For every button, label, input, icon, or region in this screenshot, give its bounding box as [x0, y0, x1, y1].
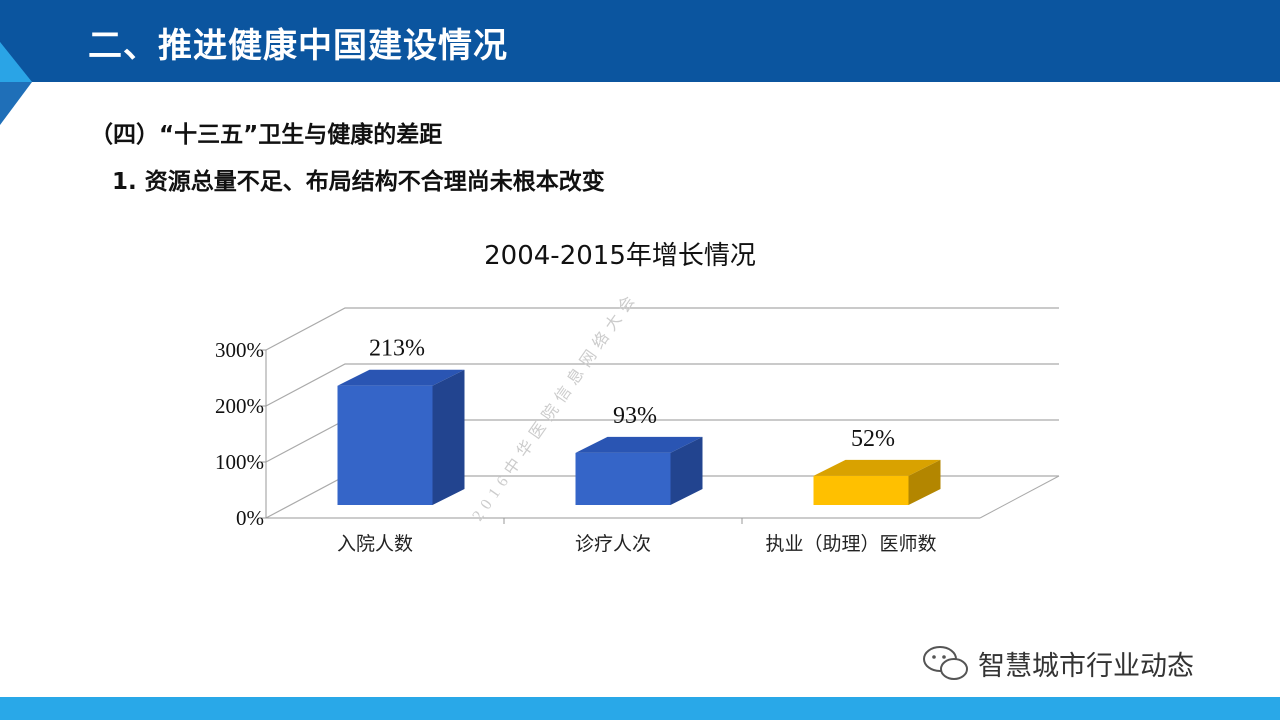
- gridline: [265, 363, 1059, 407]
- data-label: 52%: [851, 426, 895, 452]
- bar-side: [670, 436, 703, 505]
- wechat-icon: [923, 646, 968, 680]
- bar-side: [432, 369, 465, 505]
- bar-top: [813, 459, 941, 476]
- bar: [337, 385, 433, 505]
- brand-name: 智慧城市行业动态: [978, 650, 1194, 682]
- chart-title: 2004-2015年增长情况: [484, 241, 756, 271]
- page-title: 二、推进健康中国建设情况: [88, 26, 508, 66]
- y-tick-label: 100%: [215, 450, 264, 474]
- bar-side: [908, 459, 941, 505]
- x-tick-label: 执业（助理）医师数: [765, 533, 936, 555]
- footer-brand: 智慧城市行业动态: [920, 643, 1194, 683]
- y-tick-label: 300%: [215, 338, 264, 362]
- header-decoration: [0, 42, 32, 125]
- bar: [575, 452, 671, 505]
- footer-bar: [0, 697, 1280, 720]
- bar-top: [337, 369, 465, 386]
- bar-top: [575, 436, 703, 453]
- x-tick-label: 诊疗人次: [575, 533, 651, 555]
- data-label: 93%: [613, 403, 657, 429]
- floor-edge: [979, 475, 1060, 519]
- bar: [813, 475, 909, 505]
- gridline: [265, 307, 1059, 351]
- x-tick-label: 入院人数: [337, 533, 413, 555]
- section-point: 1. 资源总量不足、布局结构不合理尚未根本改变: [112, 169, 605, 195]
- header-band: [0, 0, 1280, 82]
- bar-chart: 2004-2015年增长情况 0% 100% 200% 300% 213% 入院人数 93…: [215, 241, 1060, 555]
- y-tick-label: 0%: [236, 506, 264, 530]
- data-label: 213%: [369, 336, 425, 362]
- section-heading: （四）“十三五”卫生与健康的差距: [90, 122, 443, 148]
- y-tick-label: 200%: [215, 394, 264, 418]
